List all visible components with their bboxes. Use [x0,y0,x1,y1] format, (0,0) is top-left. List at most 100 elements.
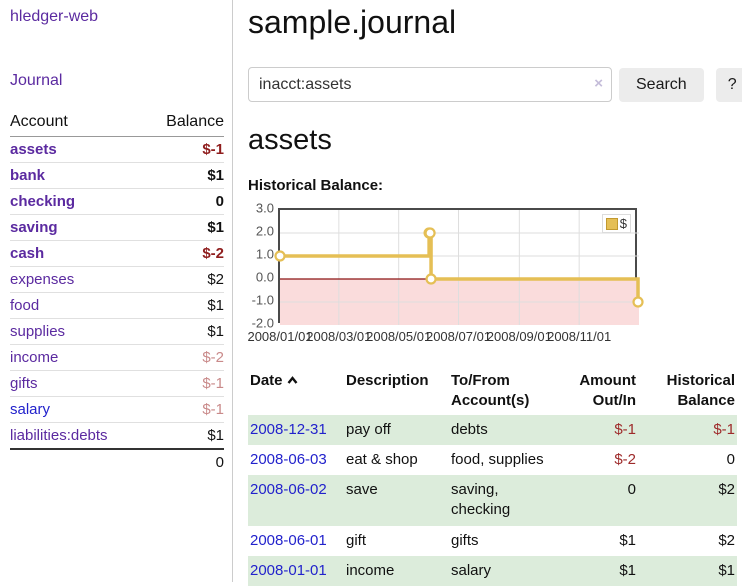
transaction-amount: $-2 [614,450,636,468]
transaction-amount: $1 [619,561,636,579]
main-content: sample.journal × Search ? assets Histori… [233,0,742,586]
transaction-row[interactable]: 2008-06-01 gift gifts $1 $2 [248,526,737,556]
account-balance: $1 [144,162,224,189]
transaction-accounts: saving, checking [451,481,511,519]
transaction-amount: $1 [619,531,636,549]
account-balance: $1 [144,318,224,345]
account-row: gifts $-1 [10,370,224,397]
clear-search-icon[interactable]: × [594,75,603,92]
transaction-description: save [346,481,378,498]
transaction-balance: 0 [726,450,735,468]
y-axis-tick-label: -1.0 [251,292,274,308]
transaction-accounts: salary [451,561,492,579]
account-link-assets[interactable]: assets [10,141,57,158]
account-link-food[interactable]: food [10,297,40,314]
brand-link[interactable]: hledger-web [10,8,99,25]
account-link-gifts[interactable]: gifts [10,375,38,392]
transaction-amount: 0 [627,481,636,498]
transaction-date-link[interactable]: 2008-06-03 [250,450,327,468]
account-balance: 0 [144,188,224,215]
account-link-salary[interactable]: salary [10,401,51,418]
transaction-date-link[interactable]: 2008-01-01 [250,561,327,579]
x-axis-tick-label: 2008/03/01 [306,329,372,344]
legend-swatch-icon [605,217,618,230]
account-balance: $-1 [202,141,224,158]
account-row: checking 0 [10,188,224,215]
transaction-accounts: gifts [451,531,479,549]
y-axis-tick-label: 3.0 [255,200,274,216]
x-axis-tick-label: 2008/09/01 [486,329,552,344]
register-header-description[interactable]: Description [346,372,429,389]
transaction-row[interactable]: 2008-06-02 save saving, checking 0 $2 [248,475,737,526]
account-row: food $1 [10,292,224,319]
transaction-row[interactable]: 2008-06-03 eat & shop food, supplies $-2 0 [248,445,737,475]
accounts-total-value: 0 [144,448,224,475]
account-link-cash[interactable]: cash [10,245,45,262]
account-row: bank $1 [10,162,224,189]
transaction-row[interactable]: 2008-12-31 pay off debts $-1 $-1 [248,414,737,445]
account-link-bank[interactable]: bank [10,167,46,184]
transaction-balance: $-1 [713,420,735,438]
transaction-accounts: debts [451,420,488,438]
account-balance: $2 [144,266,224,293]
account-row: saving $1 [10,214,224,241]
x-axis-tick-label: 2008/11/01 [547,329,612,344]
account-balance: $-1 [144,370,224,397]
register-table: Date Description To/From Account(s) Amou… [248,368,737,586]
account-row: assets $-1 [10,137,224,163]
chart-legend: $ [601,214,631,233]
account-link-checking[interactable]: checking [10,193,76,210]
account-balance: $-1 [144,396,224,423]
register-header-amount[interactable]: Amount Out/In [579,372,636,410]
y-axis-tick-label: 2.0 [255,223,274,239]
search-form: × Search ? [248,67,742,102]
account-balance: $1 [144,422,224,449]
y-axis-tick-label: 1.0 [255,246,274,262]
account-link-saving[interactable]: saving [10,219,58,236]
account-row: income $-2 [10,344,224,371]
account-balance: $1 [144,214,224,241]
legend-label: $ [619,216,627,231]
accounts-table: Account Balance assets $-1 bank $1 checking 0… [10,110,224,475]
account-link-supplies[interactable]: supplies [10,323,66,340]
transaction-description: income [346,561,395,579]
page-title: sample.journal [248,4,457,40]
transaction-date-link[interactable]: 2008-06-02 [250,481,327,498]
help-button[interactable]: ? [715,67,742,102]
transaction-row[interactable]: 2008-01-01 income salary $1 $1 [248,555,737,586]
register-header-balance[interactable]: Historical Balance [666,372,735,410]
transaction-balance: $2 [718,531,735,549]
search-input[interactable] [248,67,612,102]
accounts-header-balance: Balance [144,110,224,137]
accounts-total-row: 0 [10,448,224,475]
account-balance: $-2 [144,240,224,267]
account-row: supplies $1 [10,318,224,345]
account-balance: $1 [144,292,224,319]
y-axis-tick-label: -2.0 [251,315,274,331]
x-axis-tick-label: 2008/05/01 [366,329,432,344]
sort-ascending-icon [287,371,298,391]
y-axis-tick-label: 0.0 [255,269,274,285]
transaction-balance: $1 [718,561,735,579]
x-axis-tick-label: 2008/01/01 [247,329,313,344]
account-row: expenses $2 [10,266,224,293]
transaction-amount: $-1 [614,420,636,438]
account-link-liabilities-debts[interactable]: liabilities:debts [10,427,108,444]
search-button[interactable]: Search [619,67,704,102]
transaction-description: eat & shop [346,450,418,468]
transaction-description: gift [346,531,367,549]
transaction-balance: $2 [718,481,735,498]
register-header-date[interactable]: Date [248,368,344,415]
register-header-account[interactable]: To/From Account(s) [451,372,530,410]
sidebar-item-journal[interactable]: Journal [10,72,63,89]
account-heading: assets [248,124,332,156]
account-link-income[interactable]: income [10,349,59,366]
chart-plot-area: $ [274,208,644,325]
sidebar: hledger-web Journal Account Balance asse… [0,0,233,582]
historical-balance-chart: $ 3.0 2.0 1.0 0.0 -1.0 -2.0 2008/01/01 2008/03/… [247,201,668,346]
account-row: salary $-1 [10,396,224,423]
transaction-date-link[interactable]: 2008-06-01 [250,531,327,549]
account-row: liabilities:debts $1 [10,422,224,449]
account-link-expenses[interactable]: expenses [10,271,75,288]
transaction-date-link[interactable]: 2008-12-31 [250,420,327,438]
